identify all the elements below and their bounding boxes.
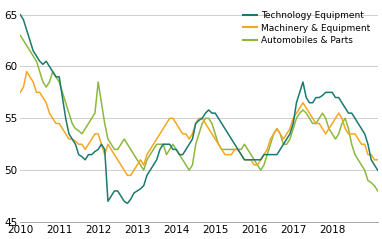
Legend: Technology Equipment, Machinery & Equipment, Automobiles & Parts: Technology Equipment, Machinery & Equipm…	[241, 9, 373, 47]
